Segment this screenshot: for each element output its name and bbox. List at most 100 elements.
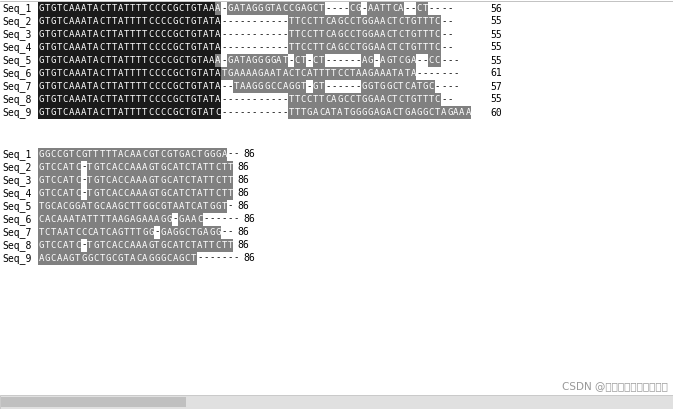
Text: A: A	[81, 30, 86, 39]
Bar	[99, 200, 105, 213]
Bar	[367, 106, 374, 119]
Bar	[38, 28, 44, 41]
Bar	[215, 161, 221, 173]
Text: G: G	[258, 82, 263, 91]
Bar	[93, 54, 99, 67]
Text: -: -	[423, 56, 428, 65]
Bar	[69, 187, 75, 200]
Text: A: A	[331, 17, 336, 26]
Text: -: -	[441, 82, 446, 91]
Bar	[404, 41, 410, 54]
Bar	[1, 397, 186, 407]
Text: -: -	[215, 254, 221, 263]
Text: T: T	[221, 189, 227, 198]
Text: C: C	[166, 69, 172, 78]
Text: C: C	[81, 227, 86, 236]
Text: T: T	[100, 240, 105, 249]
Bar	[148, 187, 154, 200]
Bar	[160, 238, 166, 252]
Bar	[294, 15, 300, 28]
Bar	[50, 200, 57, 213]
Text: A: A	[234, 56, 239, 65]
Bar	[93, 28, 99, 41]
Text: G: G	[50, 69, 56, 78]
Bar	[361, 67, 367, 80]
Text: G: G	[38, 4, 44, 13]
Bar	[172, 67, 178, 80]
Bar	[184, 238, 190, 252]
Bar	[117, 238, 123, 252]
Bar	[69, 93, 75, 106]
Bar	[129, 41, 135, 54]
Text: C: C	[124, 240, 129, 249]
Text: G: G	[50, 82, 56, 91]
Text: T: T	[295, 69, 300, 78]
Bar	[111, 238, 117, 252]
Text: A: A	[112, 189, 117, 198]
Text: T: T	[209, 30, 215, 39]
Bar	[38, 173, 44, 187]
Text: T: T	[319, 43, 324, 52]
Text: Seq_9: Seq_9	[2, 253, 32, 263]
Text: T: T	[197, 43, 203, 52]
Bar	[38, 93, 44, 106]
Bar	[178, 238, 184, 252]
Text: A: A	[203, 30, 209, 39]
Text: T: T	[221, 240, 227, 249]
Bar	[374, 106, 380, 119]
Text: T: T	[44, 30, 50, 39]
Bar	[258, 54, 264, 67]
Text: A: A	[367, 4, 373, 13]
Text: G: G	[148, 240, 153, 249]
Text: T: T	[57, 82, 62, 91]
Text: A: A	[203, 4, 209, 13]
Text: A: A	[57, 254, 62, 263]
Bar	[178, 148, 184, 161]
Text: C: C	[142, 150, 147, 159]
Text: A: A	[44, 215, 50, 224]
Text: A: A	[94, 43, 99, 52]
Bar	[154, 93, 160, 106]
Bar	[404, 80, 410, 93]
Text: G: G	[106, 254, 111, 263]
Bar	[410, 80, 416, 93]
Bar	[142, 67, 148, 80]
Bar	[123, 80, 129, 93]
Bar	[221, 238, 227, 252]
Text: T: T	[380, 4, 386, 13]
Bar	[331, 28, 337, 41]
Text: -: -	[355, 82, 361, 91]
Bar	[435, 15, 441, 28]
Bar	[203, 226, 209, 238]
Bar	[184, 15, 190, 28]
Bar	[209, 200, 215, 213]
Bar	[69, 2, 75, 15]
Text: T: T	[130, 69, 135, 78]
Text: C: C	[160, 150, 166, 159]
Bar	[312, 93, 318, 106]
Bar	[111, 226, 117, 238]
Bar	[337, 41, 343, 54]
Text: C: C	[148, 95, 153, 104]
Text: T: T	[44, 163, 50, 172]
Text: -: -	[172, 215, 178, 224]
Text: C: C	[148, 56, 153, 65]
Bar	[93, 200, 99, 213]
Text: -: -	[447, 82, 452, 91]
Bar	[282, 80, 288, 93]
Bar	[166, 106, 172, 119]
Text: -: -	[276, 17, 281, 26]
Text: G: G	[142, 202, 147, 211]
Bar	[312, 41, 318, 54]
Text: T: T	[417, 43, 422, 52]
Bar	[184, 252, 190, 265]
Bar	[429, 106, 435, 119]
Bar	[349, 93, 355, 106]
Bar	[57, 173, 63, 187]
Text: C: C	[100, 43, 105, 52]
Text: C: C	[301, 95, 306, 104]
Text: G: G	[172, 56, 178, 65]
Text: C: C	[215, 175, 221, 184]
Text: -: -	[234, 30, 239, 39]
Text: C: C	[124, 189, 129, 198]
